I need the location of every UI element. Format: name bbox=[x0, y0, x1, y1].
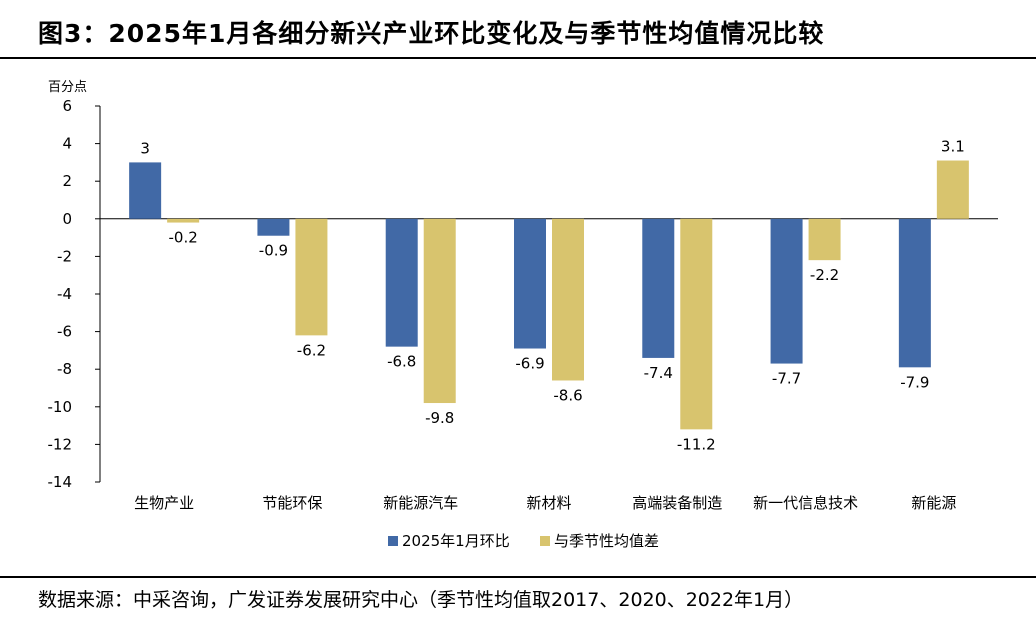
data-label: -0.9 bbox=[259, 242, 288, 260]
bar-mom bbox=[642, 218, 675, 358]
data-label: -9.8 bbox=[425, 409, 454, 427]
data-label: 3 bbox=[140, 139, 150, 157]
y-tick-label: -6 bbox=[57, 323, 72, 341]
y-tick-label: 2 bbox=[62, 172, 72, 190]
category-label: 节能环保 bbox=[262, 494, 322, 512]
y-axis: 6 4 2 0 -2 -4 -6 -8 -10 -12 -14 bbox=[48, 97, 998, 491]
y-tick-label: 0 bbox=[62, 210, 72, 228]
bar-mom bbox=[898, 218, 931, 368]
y-axis-unit-label: 百分点 bbox=[48, 80, 87, 95]
figure-title: 图3：2025年1月各细分新兴产业环比变化及与季节性均值情况比较 bbox=[38, 19, 825, 48]
legend-label: 与季节性均值差 bbox=[554, 532, 659, 550]
bar-mom bbox=[770, 218, 803, 364]
data-label: -11.2 bbox=[677, 435, 716, 453]
top-rule bbox=[0, 57, 1036, 59]
bar-seasonal-diff bbox=[680, 218, 713, 430]
data-label: -2.2 bbox=[810, 266, 839, 284]
bar-mom bbox=[257, 218, 290, 236]
bar-seasonal-diff bbox=[295, 218, 328, 336]
legend-swatch bbox=[540, 536, 550, 546]
data-label: -7.4 bbox=[644, 364, 673, 382]
y-tick-label: -12 bbox=[48, 435, 73, 453]
y-tick-label: -4 bbox=[57, 285, 72, 303]
category-labels: 生物产业 节能环保 新能源汽车 新材料 高端装备制造 新一代信息技术 新能源 bbox=[134, 494, 956, 512]
y-tick-label: 6 bbox=[62, 97, 72, 115]
data-label: -6.8 bbox=[387, 353, 416, 371]
bar-seasonal-diff bbox=[808, 218, 841, 261]
category-label: 生物产业 bbox=[134, 494, 194, 512]
bar-seasonal-diff bbox=[936, 160, 969, 219]
legend: 2025年1月环比 与季节性均值差 bbox=[388, 532, 659, 550]
bar-chart: 百分点 6 4 2 0 -2 -4 -6 -8 -10 -12 -14 3 -0.2 -0.9 -6.2 -… bbox=[48, 80, 998, 550]
legend-label: 2025年1月环比 bbox=[402, 532, 510, 550]
data-label: -0.2 bbox=[169, 229, 198, 247]
bar-mom bbox=[129, 162, 162, 219]
y-tick-label: -2 bbox=[57, 247, 72, 265]
category-label: 新材料 bbox=[526, 494, 571, 512]
y-tick-label: 4 bbox=[62, 135, 72, 153]
category-label: 新能源 bbox=[911, 494, 956, 512]
bottom-rule bbox=[0, 576, 1036, 578]
data-label: 3.1 bbox=[941, 138, 965, 156]
source-note: 数据来源：中采咨询，广发证券发展研究中心（季节性均值取2017、2020、202… bbox=[38, 589, 804, 611]
y-tick-label: -10 bbox=[48, 398, 73, 416]
bar-mom bbox=[385, 218, 418, 347]
data-labels: 3 -0.2 -0.9 -6.2 -6.8 -9.8 -6.9 -8.6 -7.4 -11.2 -7… bbox=[140, 138, 964, 454]
bar-seasonal-diff bbox=[552, 218, 584, 381]
category-label: 新能源汽车 bbox=[383, 494, 458, 512]
bar-seasonal-diff bbox=[167, 218, 200, 223]
legend-swatch bbox=[388, 536, 398, 546]
bar-mom bbox=[514, 218, 546, 349]
data-label: -7.7 bbox=[772, 370, 801, 388]
bar-seasonal-diff bbox=[423, 218, 456, 404]
bars bbox=[129, 160, 969, 430]
data-label: -7.9 bbox=[900, 373, 929, 391]
category-label: 高端装备制造 bbox=[632, 494, 722, 512]
data-label: -6.2 bbox=[297, 341, 326, 359]
category-label: 新一代信息技术 bbox=[753, 494, 858, 512]
data-label: -6.9 bbox=[515, 355, 544, 373]
data-label: -8.6 bbox=[553, 386, 582, 404]
y-tick-label: -14 bbox=[48, 473, 73, 491]
y-tick-label: -8 bbox=[57, 360, 72, 378]
